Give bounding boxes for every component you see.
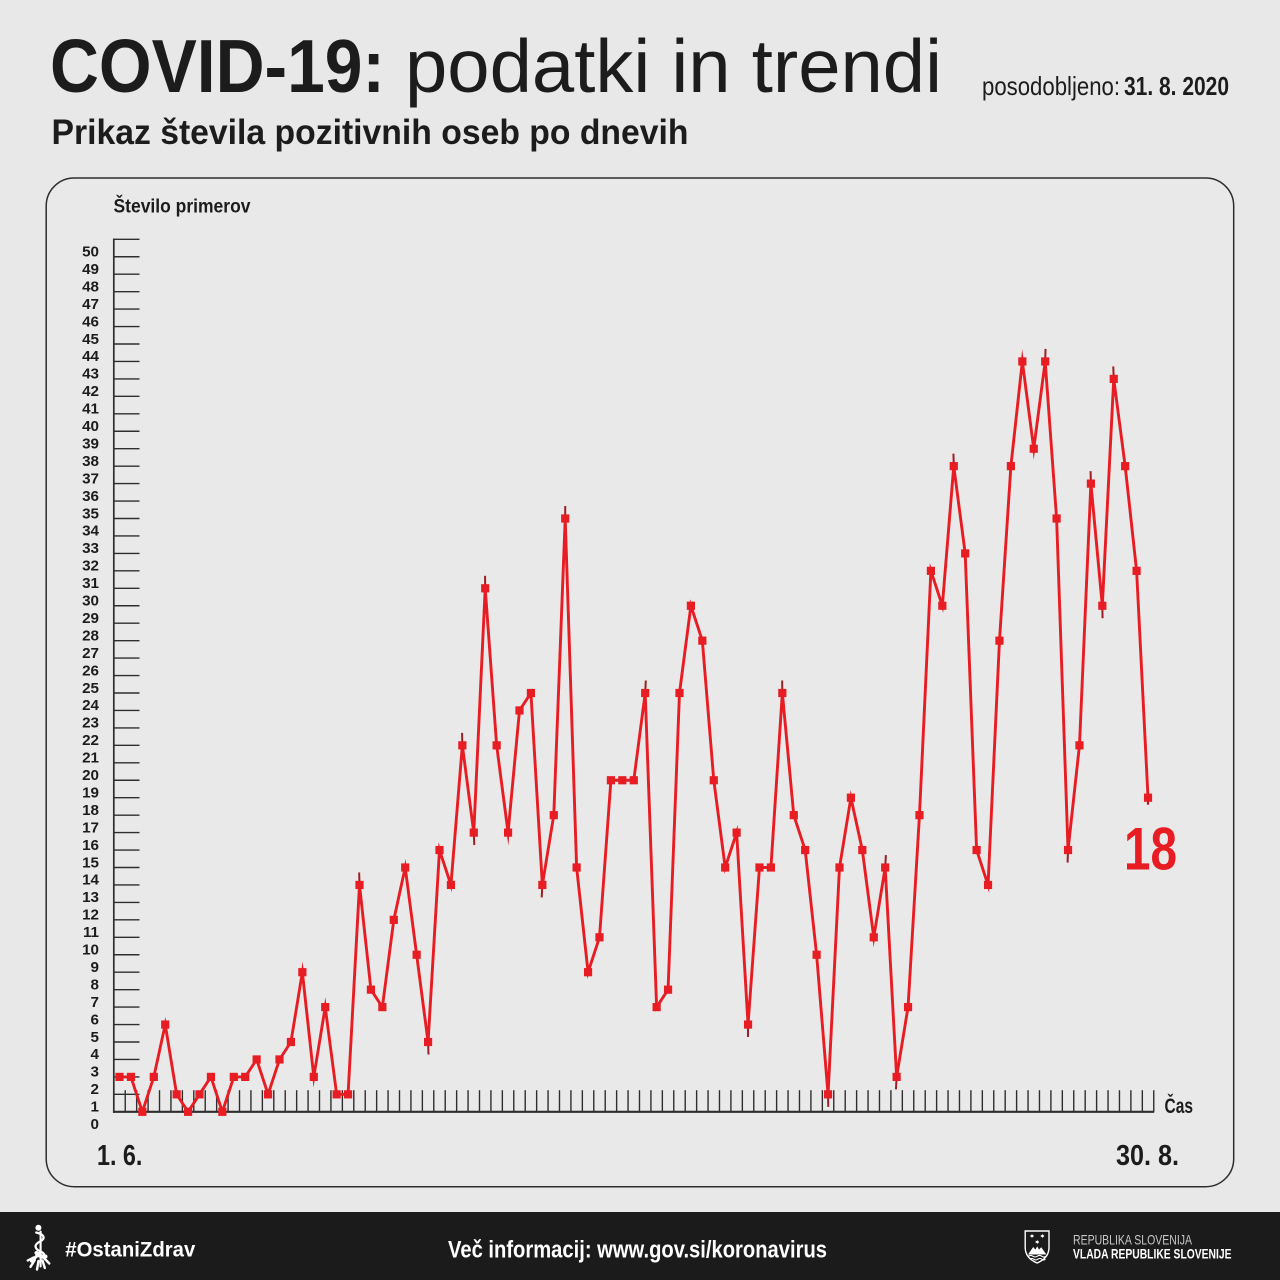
- svg-text:19: 19: [82, 784, 99, 801]
- svg-text:24: 24: [82, 697, 99, 714]
- svg-text:42: 42: [82, 383, 99, 400]
- svg-text:11: 11: [83, 924, 100, 941]
- svg-text:0: 0: [91, 1116, 99, 1133]
- svg-text:22: 22: [82, 732, 99, 749]
- svg-text:15: 15: [82, 854, 99, 871]
- svg-text:39: 39: [82, 435, 99, 452]
- svg-text:10: 10: [82, 942, 99, 959]
- svg-text:48: 48: [82, 278, 99, 295]
- svg-text:38: 38: [82, 453, 99, 470]
- svg-text:31: 31: [82, 575, 99, 592]
- svg-text:16: 16: [82, 837, 99, 854]
- svg-text:7: 7: [91, 994, 99, 1011]
- svg-text:37: 37: [82, 470, 99, 487]
- svg-text:40: 40: [82, 418, 99, 435]
- svg-text:3: 3: [91, 1064, 99, 1081]
- svg-text:33: 33: [82, 540, 99, 557]
- svg-text:VLADA REPUBLIKE SLOVENIJE: VLADA REPUBLIKE SLOVENIJE: [1073, 1246, 1232, 1262]
- svg-text:Število primerov: Število primerov: [114, 194, 251, 218]
- svg-text:Več informacij: www.gov.si/kor: Več informacij: www.gov.si/koronavirus: [448, 1237, 827, 1264]
- svg-text:45: 45: [82, 331, 99, 348]
- svg-text:13: 13: [82, 889, 99, 906]
- svg-text:18: 18: [82, 802, 99, 819]
- svg-text:30. 8.: 30. 8.: [1116, 1140, 1179, 1172]
- svg-text:46: 46: [82, 313, 99, 330]
- svg-text:COVID-19:: COVID-19:: [50, 24, 385, 108]
- svg-text:17: 17: [82, 819, 99, 836]
- svg-text:9: 9: [91, 959, 99, 976]
- svg-text:32: 32: [82, 558, 99, 575]
- svg-text:30: 30: [82, 593, 99, 610]
- svg-text:2: 2: [91, 1081, 99, 1098]
- svg-text:31. 8. 2020: 31. 8. 2020: [1124, 71, 1229, 101]
- svg-text:18: 18: [1124, 816, 1177, 883]
- svg-text:23: 23: [82, 715, 99, 732]
- svg-text:41: 41: [82, 401, 99, 418]
- svg-text:#OstaniZdrav: #OstaniZdrav: [65, 1237, 195, 1261]
- svg-text:29: 29: [82, 610, 99, 627]
- svg-text:8: 8: [91, 976, 99, 993]
- svg-text:REPUBLIKA SLOVENIJA: REPUBLIKA SLOVENIJA: [1073, 1232, 1192, 1248]
- svg-text:44: 44: [82, 348, 99, 365]
- svg-text:36: 36: [82, 488, 99, 505]
- svg-text:1. 6.: 1. 6.: [97, 1140, 143, 1172]
- svg-text:4: 4: [91, 1046, 100, 1063]
- svg-text:25: 25: [82, 680, 99, 697]
- svg-text:5: 5: [91, 1029, 100, 1046]
- svg-text:1: 1: [91, 1099, 100, 1116]
- svg-text:6: 6: [91, 1011, 99, 1028]
- svg-text:21: 21: [82, 750, 99, 767]
- svg-text:27: 27: [82, 645, 99, 662]
- svg-text:Prikaz števila pozitivnih oseb: Prikaz števila pozitivnih oseb po dnevih: [52, 113, 689, 152]
- svg-text:12: 12: [82, 907, 99, 924]
- svg-text:posodobljeno:: posodobljeno:: [982, 71, 1120, 101]
- svg-text:Čas: Čas: [1165, 1093, 1194, 1118]
- svg-text:14: 14: [82, 872, 99, 889]
- svg-text:28: 28: [82, 627, 99, 644]
- svg-text:50: 50: [82, 244, 99, 261]
- svg-text:49: 49: [82, 261, 99, 278]
- svg-text:podatki in trendi: podatki in trendi: [405, 24, 942, 108]
- svg-text:43: 43: [82, 366, 99, 383]
- svg-text:47: 47: [82, 296, 99, 313]
- svg-text:20: 20: [82, 767, 99, 784]
- svg-text:34: 34: [82, 523, 99, 540]
- svg-text:26: 26: [82, 662, 99, 679]
- svg-text:35: 35: [82, 505, 99, 522]
